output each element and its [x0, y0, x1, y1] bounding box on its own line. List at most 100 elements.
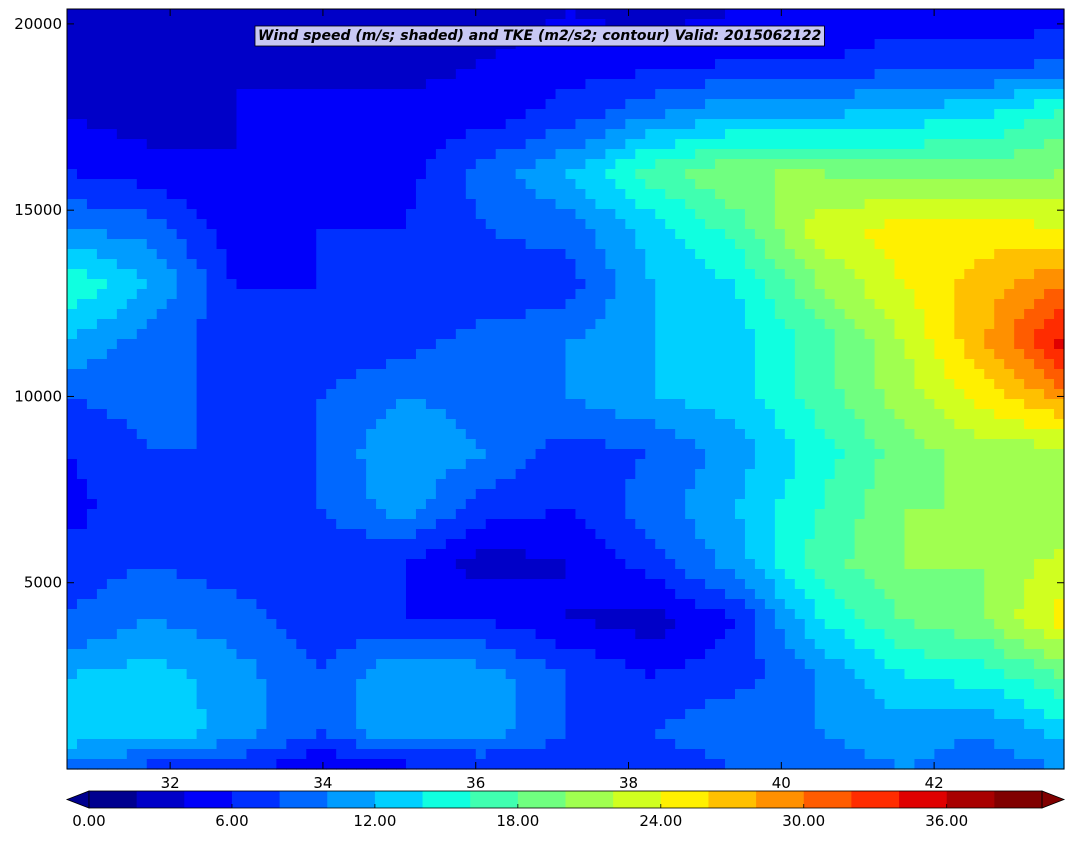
heatmap-cell	[764, 379, 776, 390]
heatmap-cell	[326, 409, 337, 420]
heatmap-cell	[316, 369, 327, 380]
heatmap-cell	[206, 389, 218, 400]
heatmap-cell	[166, 139, 178, 150]
heatmap-cell	[575, 369, 587, 380]
heatmap-cell	[635, 69, 646, 80]
heatmap-cell	[176, 359, 188, 370]
heatmap-cell	[206, 189, 218, 200]
heatmap-cell	[206, 89, 218, 100]
heatmap-cell	[625, 99, 636, 110]
heatmap-cell	[675, 269, 686, 280]
heatmap-cell	[76, 9, 88, 20]
heatmap-cell	[824, 399, 836, 410]
heatmap-cell	[944, 179, 955, 190]
heatmap-cell	[455, 359, 467, 370]
heatmap-cell	[695, 169, 706, 180]
heatmap-cell	[665, 359, 676, 370]
heatmap-cell	[1034, 39, 1045, 50]
heatmap-cell	[705, 89, 716, 100]
heatmap-cell	[86, 99, 98, 110]
heatmap-cell	[744, 169, 756, 180]
heatmap-cell	[725, 309, 736, 320]
heatmap-cell	[814, 139, 826, 150]
heatmap-cell	[954, 369, 965, 380]
heatmap-cell	[376, 179, 387, 190]
heatmap-cell	[386, 389, 397, 400]
heatmap-cell	[665, 209, 676, 220]
heatmap-cell	[126, 249, 138, 260]
heatmap-cell	[874, 169, 886, 180]
heatmap-cell	[575, 49, 587, 60]
heatmap-cell	[116, 49, 128, 60]
heatmap-cell	[435, 189, 447, 200]
heatmap-cell	[595, 179, 606, 190]
heatmap-cell	[884, 329, 896, 340]
heatmap-cell	[595, 139, 606, 150]
heatmap-cell	[695, 359, 706, 370]
heatmap-cell	[396, 329, 407, 340]
heatmap-cell	[545, 469, 557, 480]
heatmap-cell	[356, 479, 367, 490]
heatmap-cell	[1004, 99, 1015, 110]
heatmap-cell	[924, 69, 935, 80]
heatmap-cell	[1024, 239, 1035, 250]
heatmap-cell	[685, 299, 696, 310]
heatmap-cell	[1034, 109, 1045, 120]
heatmap-cell	[744, 259, 756, 270]
heatmap-cell	[126, 449, 138, 460]
heatmap-cell	[475, 269, 487, 280]
heatmap-cell	[894, 479, 906, 490]
heatmap-cell	[695, 299, 706, 310]
heatmap-cell	[126, 109, 138, 120]
heatmap-cell	[715, 339, 726, 350]
heatmap-cell	[236, 399, 248, 410]
heatmap-cell	[216, 169, 228, 180]
heatmap-cell	[954, 319, 965, 330]
heatmap-cell	[685, 219, 696, 230]
heatmap-cell	[844, 419, 856, 430]
heatmap-cell	[565, 239, 577, 250]
heatmap-cell	[146, 229, 158, 240]
heatmap-cell	[615, 49, 626, 60]
heatmap-cell	[186, 379, 198, 390]
heatmap-cell	[605, 379, 616, 390]
heatmap-cell	[605, 449, 616, 460]
heatmap-cell	[96, 279, 108, 290]
heatmap-cell	[256, 69, 267, 80]
heatmap-cell	[386, 189, 397, 200]
heatmap-cell	[67, 319, 78, 330]
heatmap-cell	[854, 119, 866, 130]
heatmap-cell	[525, 389, 537, 400]
heatmap-cell	[794, 299, 806, 310]
heatmap-cell	[984, 329, 995, 340]
heatmap-cell	[615, 429, 626, 440]
heatmap-cell	[615, 149, 626, 160]
heatmap-cell	[485, 229, 497, 240]
heatmap-cell	[425, 469, 437, 480]
heatmap-cell	[166, 19, 178, 30]
heatmap-cell	[186, 349, 198, 360]
heatmap-cell	[336, 139, 347, 150]
heatmap-cell	[236, 239, 248, 250]
heatmap-cell	[545, 409, 557, 420]
heatmap-cell	[854, 419, 866, 430]
heatmap-cell	[545, 279, 557, 290]
heatmap-cell	[525, 489, 537, 500]
heatmap-cell	[425, 429, 437, 440]
heatmap-cell	[675, 69, 686, 80]
heatmap-cell	[116, 179, 128, 190]
heatmap-cell	[475, 89, 487, 100]
heatmap-cell	[216, 129, 228, 140]
heatmap-cell	[216, 439, 228, 450]
heatmap-cell	[76, 439, 88, 450]
heatmap-cell	[146, 339, 158, 350]
heatmap-cell	[525, 89, 537, 100]
heatmap-cell	[276, 179, 287, 190]
heatmap-cell	[236, 129, 248, 140]
heatmap-cell	[326, 209, 337, 220]
heatmap-cell	[326, 119, 337, 130]
heatmap-cell	[944, 119, 955, 130]
heatmap-cell	[994, 419, 1005, 430]
heatmap-cell	[665, 49, 676, 60]
heatmap-cell	[565, 139, 577, 150]
